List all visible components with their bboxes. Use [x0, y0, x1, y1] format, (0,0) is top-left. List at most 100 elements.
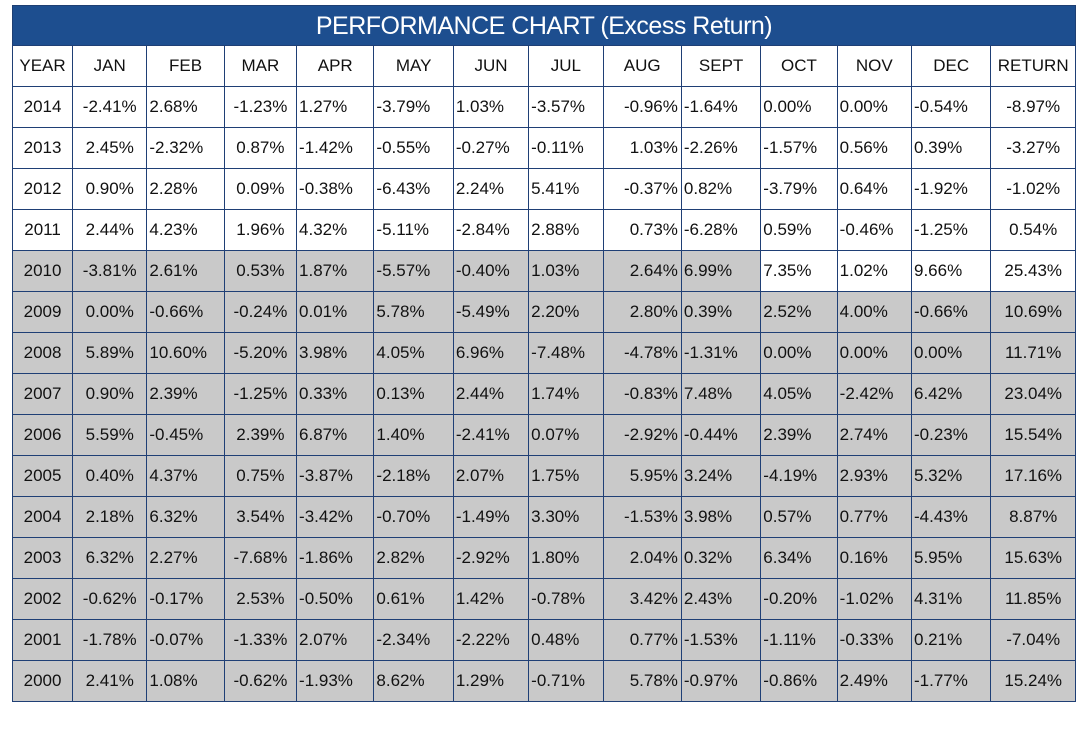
month-cell: -0.38% — [296, 168, 375, 210]
month-cell: -0.83% — [602, 373, 682, 415]
column-header-feb: FEB — [146, 45, 225, 87]
month-cell: 4.05% — [760, 373, 838, 415]
month-cell: 3.54% — [223, 496, 298, 538]
return-cell: 11.85% — [990, 578, 1076, 620]
month-cell: -3.42% — [296, 496, 375, 538]
month-cell: 1.03% — [452, 86, 530, 128]
return-cell: 15.24% — [990, 660, 1076, 702]
month-cell: 0.82% — [680, 168, 762, 210]
performance-table: YEAR JAN FEB MAR APR MAY JUN JUL AUG SEP… — [11, 45, 1076, 702]
month-cell: 1.03% — [528, 250, 604, 292]
month-cell: -1.86% — [296, 537, 375, 579]
table-row: 2007 0.90% 2.39% -1.25% 0.33% 0.13% 2.44% 1.74%… — [11, 373, 1076, 415]
month-cell: 0.61% — [373, 578, 454, 620]
month-cell: 0.13% — [373, 373, 454, 415]
year-cell: 2006 — [11, 414, 74, 456]
month-cell: -0.07% — [146, 619, 225, 661]
month-cell: 2.53% — [223, 578, 298, 620]
column-header-jul: JUL — [528, 45, 604, 87]
month-cell: -2.84% — [452, 209, 530, 251]
month-cell: 10.60% — [146, 332, 225, 374]
month-cell: -5.11% — [373, 209, 454, 251]
month-cell: 2.04% — [602, 537, 682, 579]
month-cell: -0.66% — [146, 291, 225, 333]
month-cell: 6.32% — [72, 537, 148, 579]
month-cell: -7.48% — [528, 332, 604, 374]
month-cell: 2.27% — [146, 537, 225, 579]
month-cell: -0.66% — [910, 291, 992, 333]
month-cell: 1.87% — [296, 250, 375, 292]
year-cell: 2002 — [11, 578, 74, 620]
month-cell: -0.86% — [760, 660, 838, 702]
column-header-return: RETURN — [990, 45, 1076, 87]
month-cell: 0.00% — [836, 86, 912, 128]
month-cell: 3.42% — [602, 578, 682, 620]
month-cell: 0.64% — [836, 168, 912, 210]
year-cell: 2003 — [11, 537, 74, 579]
month-cell: 6.99% — [680, 250, 762, 292]
return-cell: -7.04% — [990, 619, 1076, 661]
table-row: 2002 -0.62% -0.17% 2.53% -0.50% 0.61% 1.42% -0.… — [11, 578, 1076, 620]
month-cell: 5.95% — [910, 537, 992, 579]
month-cell: 1.96% — [223, 209, 298, 251]
month-cell: 0.77% — [836, 496, 912, 538]
month-cell: 5.78% — [602, 660, 682, 702]
month-cell: 1.27% — [296, 86, 375, 128]
month-cell: -2.32% — [146, 127, 225, 169]
month-cell: -0.24% — [223, 291, 298, 333]
month-cell: -2.92% — [602, 414, 682, 456]
year-cell: 2004 — [11, 496, 74, 538]
month-cell: 1.40% — [373, 414, 454, 456]
month-cell: 6.87% — [296, 414, 375, 456]
table-row: 2014 -2.41% 2.68% -1.23% 1.27% -3.79% 1.03% -3.… — [11, 86, 1076, 128]
month-cell: -0.62% — [223, 660, 298, 702]
month-cell: 0.21% — [910, 619, 992, 661]
chart-title: PERFORMANCE CHART (Excess Return) — [12, 5, 1076, 45]
month-cell: 2.07% — [452, 455, 530, 497]
month-cell: -0.23% — [910, 414, 992, 456]
month-cell: 0.77% — [602, 619, 682, 661]
month-cell: 5.89% — [72, 332, 148, 374]
table-row: 2006 5.59% -0.45% 2.39% 6.87% 1.40% -2.41% 0.07… — [11, 414, 1076, 456]
return-cell: 23.04% — [990, 373, 1076, 415]
month-cell: 2.43% — [680, 578, 762, 620]
month-cell: -1.31% — [680, 332, 762, 374]
month-cell: 4.32% — [296, 209, 375, 251]
month-cell: 2.39% — [760, 414, 838, 456]
month-cell: 5.41% — [528, 168, 604, 210]
month-cell: 0.73% — [602, 209, 682, 251]
month-cell: 0.00% — [72, 291, 148, 333]
month-cell: -0.37% — [602, 168, 682, 210]
month-cell: 1.29% — [452, 660, 530, 702]
month-cell: -1.42% — [296, 127, 375, 169]
month-cell: 2.07% — [296, 619, 375, 661]
month-cell: 1.08% — [146, 660, 225, 702]
year-cell: 2008 — [11, 332, 74, 374]
month-cell: -1.77% — [910, 660, 992, 702]
year-cell: 2011 — [11, 209, 74, 251]
month-cell: 0.90% — [72, 168, 148, 210]
month-cell: 2.45% — [72, 127, 148, 169]
month-cell: 0.00% — [836, 332, 912, 374]
month-cell: 1.03% — [602, 127, 682, 169]
month-cell: -4.78% — [602, 332, 682, 374]
month-cell: 0.09% — [223, 168, 298, 210]
month-cell: -0.45% — [146, 414, 225, 456]
month-cell: 6.32% — [146, 496, 225, 538]
month-cell: -1.25% — [223, 373, 298, 415]
month-cell: -0.97% — [680, 660, 762, 702]
month-cell: -0.78% — [528, 578, 604, 620]
column-header-oct: OCT — [760, 45, 838, 87]
year-cell: 2014 — [11, 86, 74, 128]
return-cell: 15.54% — [990, 414, 1076, 456]
month-cell: -2.92% — [452, 537, 530, 579]
month-cell: 0.40% — [72, 455, 148, 497]
month-cell: 0.57% — [760, 496, 838, 538]
table-row: 2003 6.32% 2.27% -7.68% -1.86% 2.82% -2.92% 1.8… — [11, 537, 1076, 579]
column-header-apr: APR — [296, 45, 375, 87]
month-cell: -3.87% — [296, 455, 375, 497]
month-cell: 0.59% — [760, 209, 838, 251]
month-cell: 2.39% — [146, 373, 225, 415]
month-cell: 2.61% — [146, 250, 225, 292]
month-cell: 9.66% — [910, 250, 992, 292]
